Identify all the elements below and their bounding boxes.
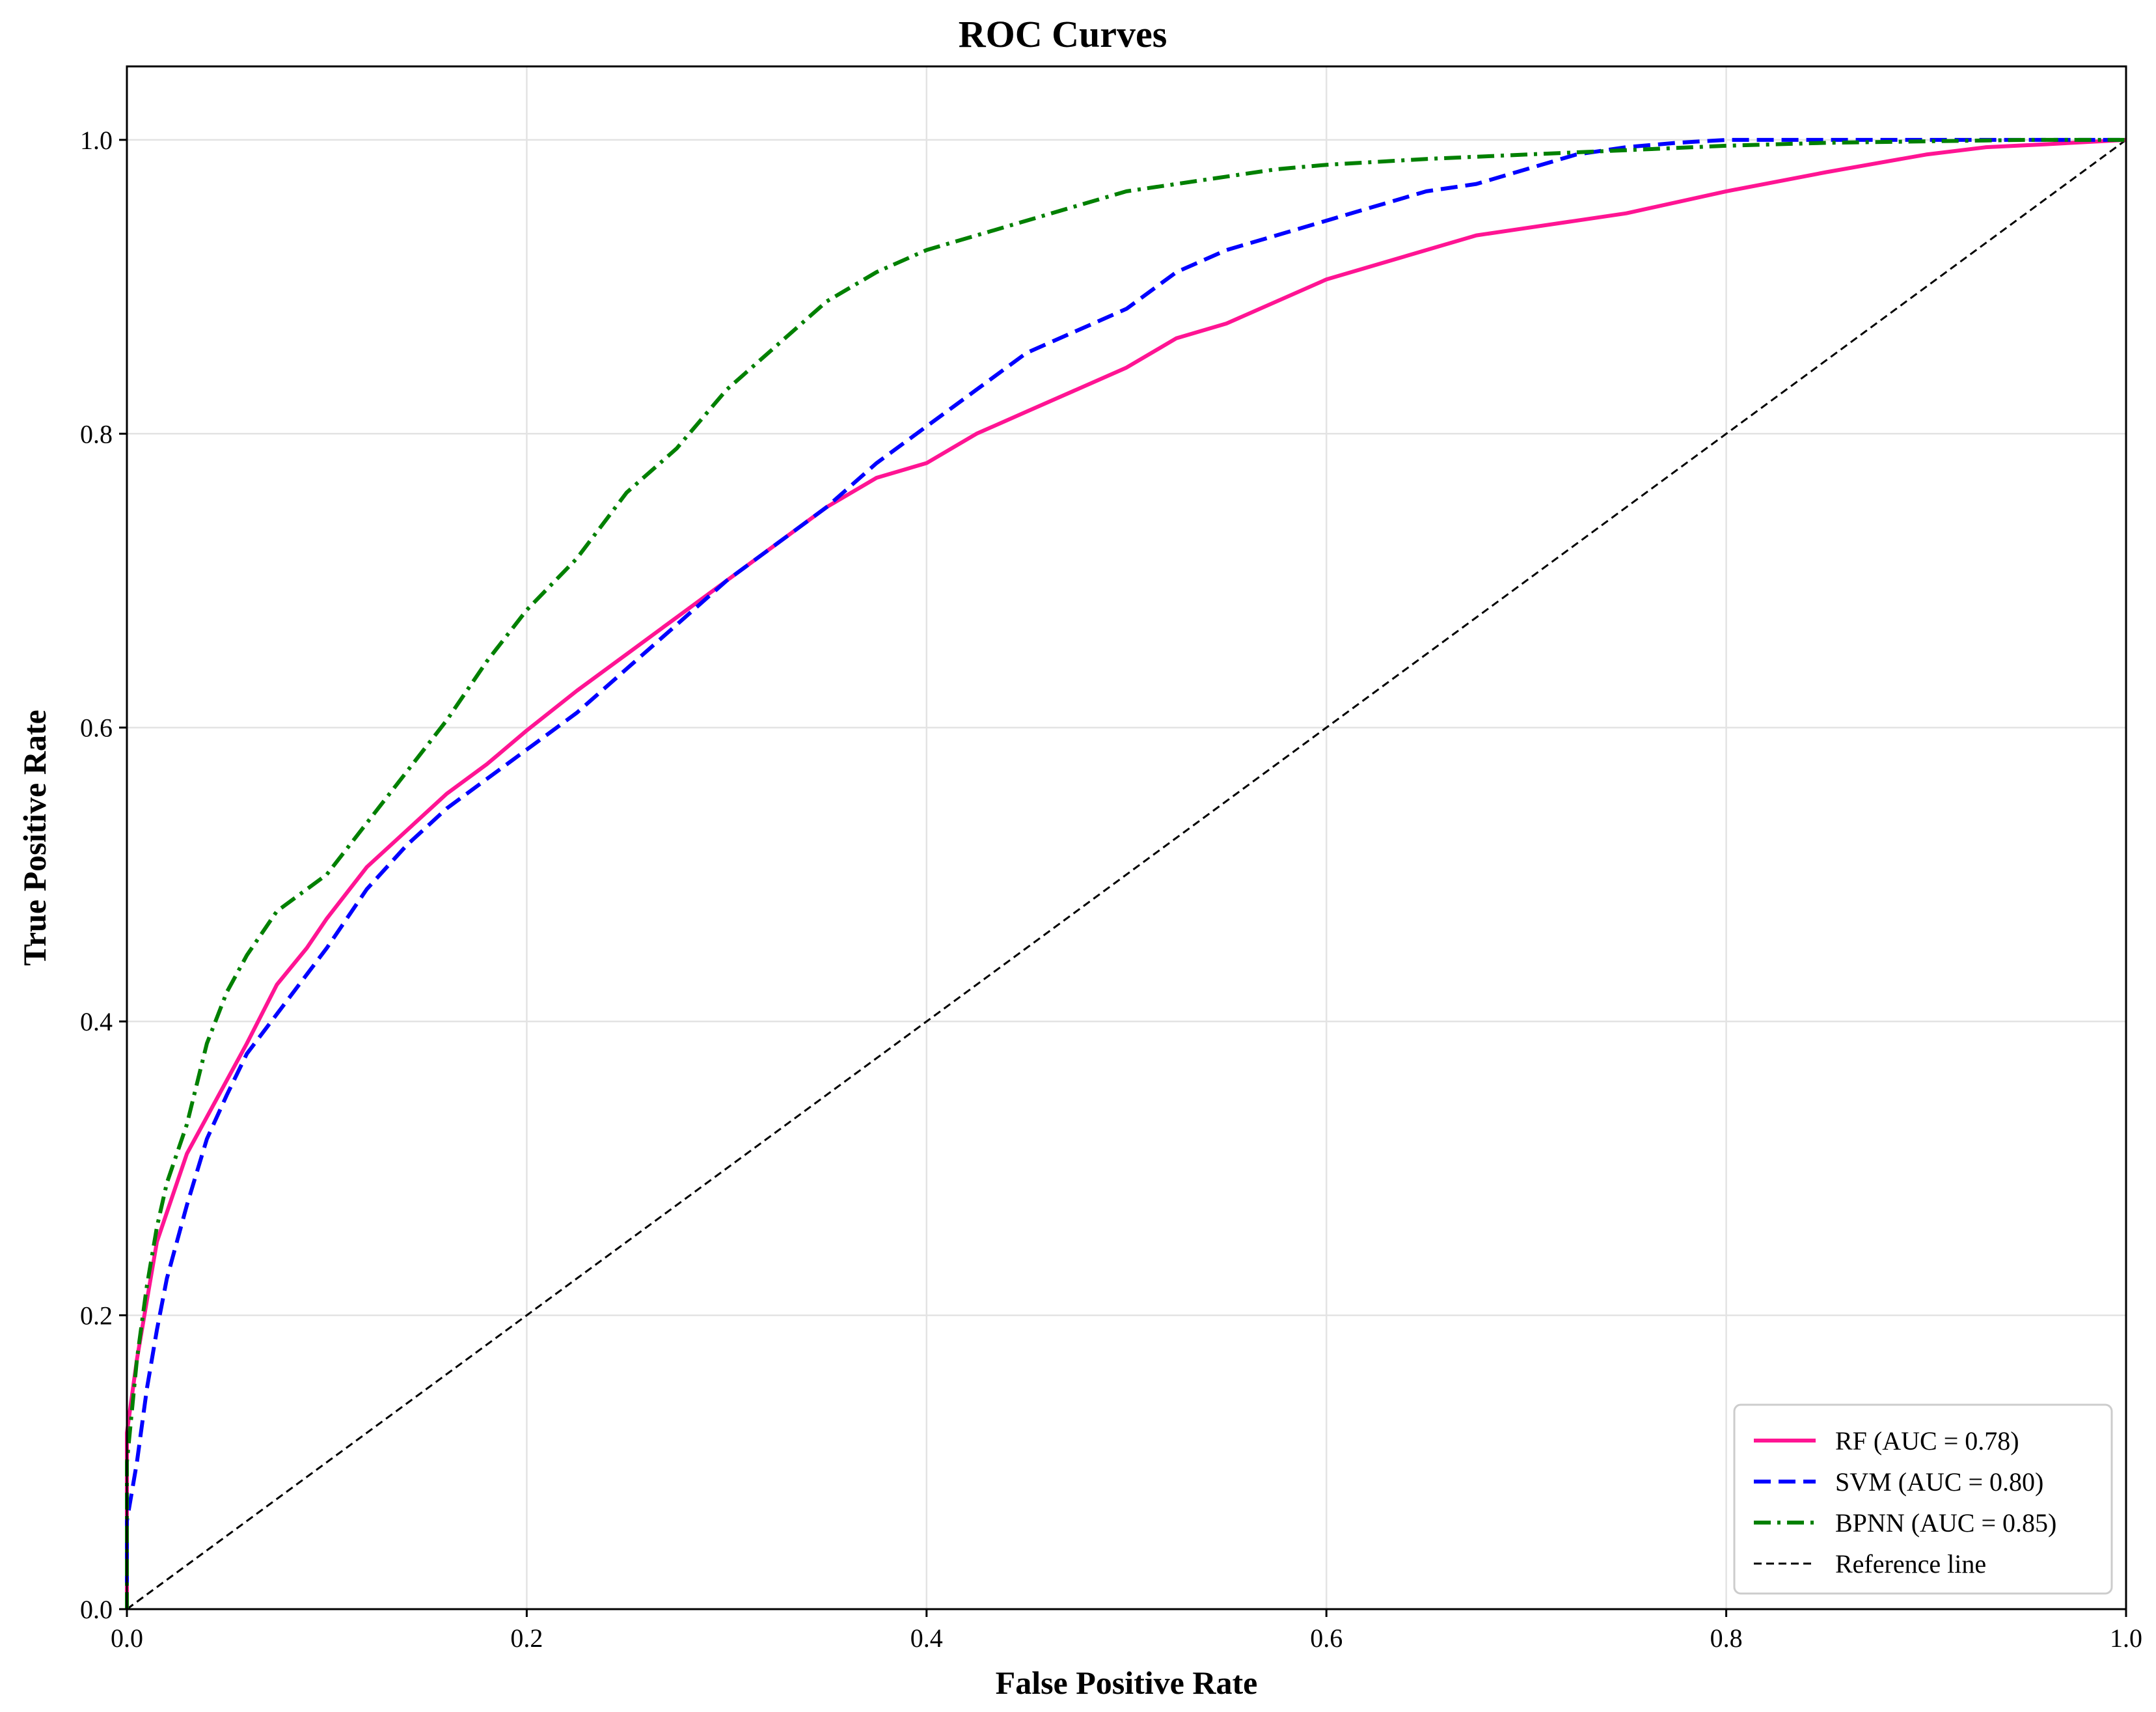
chart-title: ROC Curves xyxy=(959,13,1167,55)
x-tick-label: 0.2 xyxy=(510,1623,543,1653)
ticks: 0.0 0.2 0.4 0.6 0.8 1.0 0.0 0.2 0.4 0.6 0.8 1.0 xyxy=(80,126,2142,1653)
series-line-svm xyxy=(125,137,2126,1609)
legend-label: SVM (AUC = 0.80) xyxy=(1835,1467,2043,1497)
x-axis-label: False Positive Rate xyxy=(996,1664,1258,1701)
x-tick-label: 0.6 xyxy=(1310,1623,1343,1653)
y-tick-label: 0.0 xyxy=(80,1595,113,1624)
x-tick-label: 0.4 xyxy=(910,1623,943,1653)
legend-box xyxy=(1733,1403,2113,1595)
y-tick-label: 0.2 xyxy=(80,1301,113,1331)
x-tick-label: 0.0 xyxy=(111,1623,143,1653)
y-tick-label: 1.0 xyxy=(80,126,113,155)
legend: RF (AUC = 0.78) SVM (AUC = 0.80) BPNN (AUC… xyxy=(1733,1403,2113,1595)
y-tick-label: 0.6 xyxy=(80,713,113,743)
series-layer xyxy=(125,137,2127,1609)
legend-label: BPNN (AUC = 0.85) xyxy=(1835,1508,2056,1538)
plot-frame xyxy=(126,65,2127,1610)
y-tick-label: 0.8 xyxy=(80,419,113,449)
x-tick-label: 0.8 xyxy=(1710,1623,1743,1653)
legend-label: RF (AUC = 0.78) xyxy=(1835,1426,2019,1456)
x-tick-label: 1.0 xyxy=(2110,1623,2142,1653)
y-tick-label: 0.4 xyxy=(80,1007,113,1036)
reference-line-layer xyxy=(126,139,2127,1610)
series-line-reference xyxy=(126,139,2127,1610)
legend-label: Reference line xyxy=(1835,1549,1986,1579)
y-axis-label: True Positive Rate xyxy=(16,710,53,965)
grid xyxy=(126,66,2127,1610)
